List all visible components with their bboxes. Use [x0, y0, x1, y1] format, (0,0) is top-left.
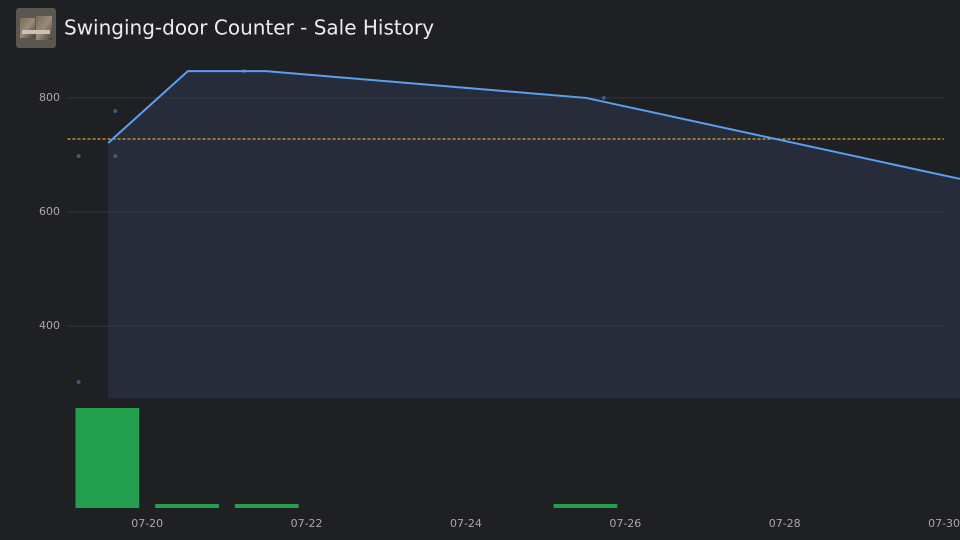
sale-point: [113, 109, 118, 114]
price-area: [108, 71, 960, 399]
chart-title: Swinging-door Counter - Sale History: [64, 16, 434, 40]
sale-point: [601, 95, 606, 100]
plot-area: 400 600 800 07-20 07-22 07-24 07-26 07-28 07-30: [39, 69, 960, 530]
volume-bar: [234, 504, 299, 508]
x-tick-label: 07-30: [928, 517, 960, 530]
x-tick-label: 07-28: [769, 517, 801, 530]
y-tick-label: 600: [39, 205, 60, 218]
x-tick-label: 07-22: [291, 517, 323, 530]
volume-bar: [553, 504, 618, 508]
x-tick-label: 07-26: [609, 517, 641, 530]
sale-point: [76, 154, 81, 159]
volume-bar: [155, 504, 219, 508]
sale-point: [113, 154, 118, 159]
item-icon: [16, 8, 56, 48]
sale-point: [76, 380, 81, 385]
price-line: [107, 70, 960, 180]
x-tick-label: 07-24: [450, 517, 482, 530]
x-tick-label: 07-20: [131, 517, 163, 530]
y-tick-label: 800: [39, 91, 60, 104]
volume-bar: [75, 408, 140, 508]
y-tick-label: 400: [39, 319, 60, 332]
